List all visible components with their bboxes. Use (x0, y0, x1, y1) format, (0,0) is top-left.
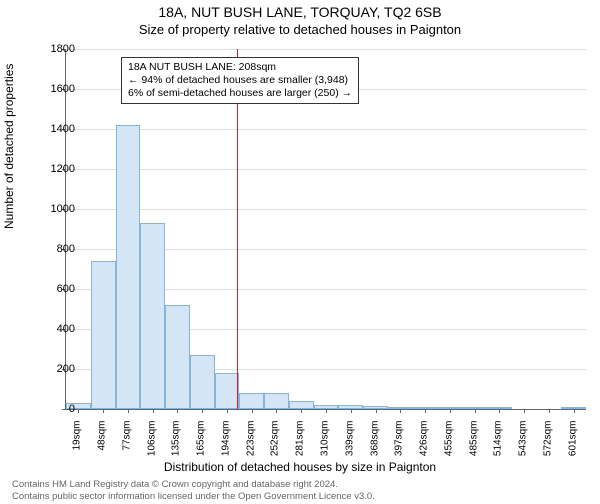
xtick-mark (276, 409, 277, 413)
ytick-label: 1400 (35, 123, 75, 135)
xtick-label: 310sqm (320, 421, 331, 471)
xtick-mark (524, 409, 525, 413)
xtick-label: 77sqm (121, 421, 132, 471)
xtick-mark (351, 409, 352, 413)
ytick-label: 800 (35, 243, 75, 255)
xtick-label: 135sqm (171, 421, 182, 471)
xtick-label: 485sqm (468, 421, 479, 471)
xtick-mark (376, 409, 377, 413)
xtick-label: 426sqm (419, 421, 430, 471)
xtick-label: 19sqm (72, 421, 83, 471)
ytick-label: 600 (35, 283, 75, 295)
xtick-label: 572sqm (542, 421, 553, 471)
gridline (66, 49, 586, 50)
annotation-line: 6% of semi-detached houses are larger (2… (128, 87, 352, 100)
page-subtitle: Size of property relative to detached ho… (0, 22, 600, 37)
xtick-mark (252, 409, 253, 413)
xtick-mark (128, 409, 129, 413)
gridline (66, 129, 586, 130)
xtick-mark (177, 409, 178, 413)
xtick-label: 543sqm (518, 421, 529, 471)
chart-area: 18A NUT BUSH LANE: 208sqm← 94% of detach… (65, 49, 585, 409)
xtick-label: 281sqm (295, 421, 306, 471)
attribution-line2: Contains public sector information licen… (12, 491, 375, 502)
annotation-box: 18A NUT BUSH LANE: 208sqm← 94% of detach… (121, 57, 359, 104)
xtick-label: 339sqm (344, 421, 355, 471)
ytick-label: 1600 (35, 83, 75, 95)
xtick-label: 601sqm (567, 421, 578, 471)
xtick-mark (425, 409, 426, 413)
ytick-label: 1000 (35, 203, 75, 215)
xtick-mark (103, 409, 104, 413)
attribution-line1: Contains HM Land Registry data © Crown c… (12, 479, 375, 490)
xtick-label: 194sqm (220, 421, 231, 471)
xtick-mark (400, 409, 401, 413)
xtick-label: 48sqm (97, 421, 108, 471)
xtick-label: 514sqm (493, 421, 504, 471)
xtick-mark (475, 409, 476, 413)
xtick-mark (202, 409, 203, 413)
gridline (66, 169, 586, 170)
attribution-text: Contains HM Land Registry data © Crown c… (12, 479, 375, 502)
ytick-label: 400 (35, 323, 75, 335)
xtick-label: 455sqm (443, 421, 454, 471)
xtick-mark (301, 409, 302, 413)
xtick-mark (574, 409, 575, 413)
ytick-label: 200 (35, 363, 75, 375)
gridline (66, 209, 586, 210)
plot-region: 18A NUT BUSH LANE: 208sqm← 94% of detach… (65, 49, 586, 410)
histogram-bar (190, 355, 215, 409)
xtick-mark (153, 409, 154, 413)
xtick-mark (549, 409, 550, 413)
histogram-bar (165, 305, 190, 409)
histogram-bar (264, 393, 289, 409)
xtick-mark (326, 409, 327, 413)
xtick-mark (450, 409, 451, 413)
histogram-bar (140, 223, 165, 409)
histogram-bar (215, 373, 240, 409)
xtick-mark (78, 409, 79, 413)
xtick-mark (227, 409, 228, 413)
xtick-label: 223sqm (245, 421, 256, 471)
ytick-label: 1800 (35, 43, 75, 55)
ytick-label: 1200 (35, 163, 75, 175)
xtick-label: 368sqm (369, 421, 380, 471)
xtick-mark (499, 409, 500, 413)
xtick-label: 165sqm (196, 421, 207, 471)
xtick-label: 106sqm (146, 421, 157, 471)
histogram-bar (289, 401, 314, 409)
page-title: 18A, NUT BUSH LANE, TORQUAY, TQ2 6SB (0, 4, 600, 20)
histogram-bar (239, 393, 264, 409)
histogram-bar (91, 261, 116, 409)
xtick-label: 252sqm (270, 421, 281, 471)
histogram-bar (116, 125, 141, 409)
y-axis-label: Number of detached properties (2, 64, 16, 229)
ytick-label: 0 (35, 403, 75, 415)
xtick-label: 397sqm (394, 421, 405, 471)
annotation-line: 18A NUT BUSH LANE: 208sqm (128, 61, 352, 74)
annotation-line: ← 94% of detached houses are smaller (3,… (128, 74, 352, 87)
